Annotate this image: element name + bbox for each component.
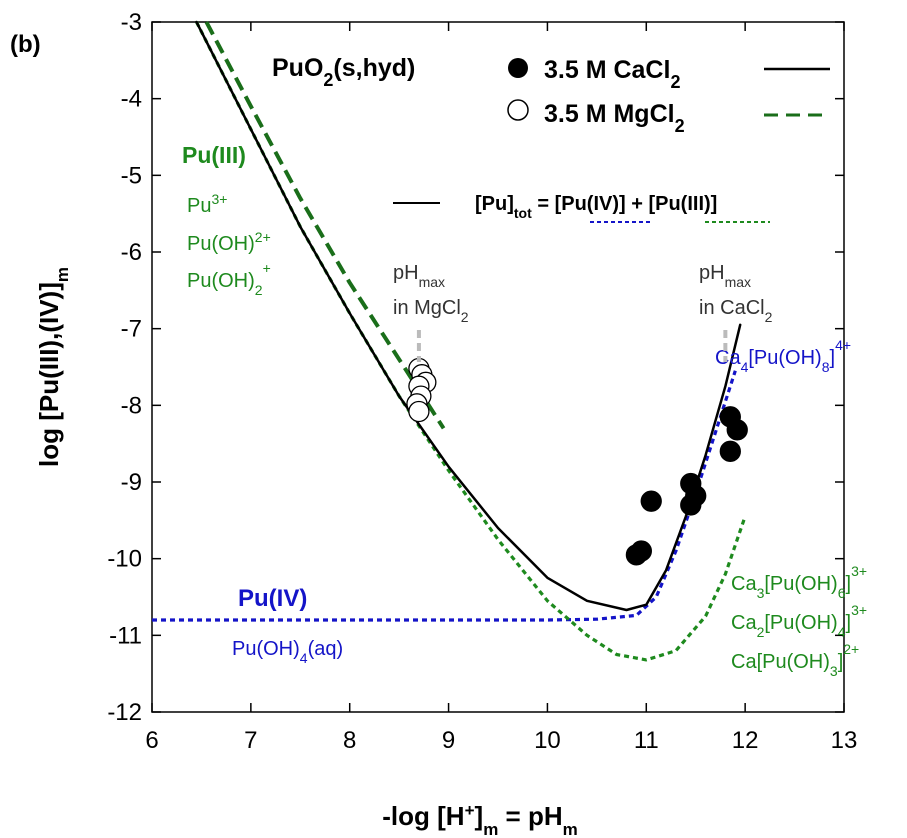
y-tick-label: -10 (107, 546, 142, 573)
point-3-5-m-cacl2 (719, 440, 741, 462)
x-tick-label: 12 (732, 727, 759, 754)
phmax-mg-line1: pHmax (393, 262, 445, 290)
panel-label: (b) (10, 31, 41, 58)
pu3-annotation: Pu(III) Pu3+ Pu(OH)2+ Pu(OH)2+ (182, 142, 271, 298)
x-tick-label: 10 (534, 727, 561, 754)
x-tick-label: 6 (145, 727, 158, 754)
data-points (406, 357, 748, 566)
legend: PuO2(s,hyd) 3.5 M CaCl2 3.5 M MgCl2 [Pu]… (272, 54, 830, 223)
point-3-5-m-cacl2 (625, 544, 648, 566)
plot-frame (151, 21, 845, 713)
ternary-species-3: Ca[Pu(OH)3]2+ (731, 641, 859, 679)
pu3-label: Pu(III) (182, 142, 246, 168)
y-tick-label: -8 (121, 392, 142, 419)
legend-label-mgcl2: 3.5 M MgCl2 (544, 100, 685, 136)
legend-marker-mgcl2 (507, 99, 529, 121)
x-tick-label: 13 (831, 727, 858, 754)
y-tick-label: -6 (121, 239, 142, 266)
curve-pu-iv (152, 370, 737, 622)
point-3-5-m-cacl2 (726, 419, 748, 441)
y-tick-label: -12 (107, 699, 142, 726)
y-tick-label: -3 (121, 9, 142, 36)
ternary-species-2: Ca2[Pu(OH)4]3+ (731, 602, 867, 640)
pu4-species: Pu(OH)4(aq) (232, 638, 343, 666)
legend-solid-phase: PuO2(s,hyd) (272, 54, 415, 90)
pu4-label: Pu(IV) (238, 585, 307, 612)
x-tick-label: 7 (244, 727, 257, 754)
point-3-5-m-cacl2 (640, 490, 662, 512)
axis-ticks: 6 7 8 9 10 11 12 13 -3 -4 -5 -6 -7 -8 -9 -10 -11 -12 (107, 9, 857, 754)
pu4-annotation: Pu(IV) Pu(OH)4(aq) (232, 585, 343, 666)
y-tick-label: -9 (121, 469, 142, 496)
curve-pu-tot-3-5-m-mgcl2 (204, 21, 446, 430)
phmax-mg-annotation: pHmax in MgCl2 (393, 262, 469, 362)
point-3-5-m-mgcl2 (408, 400, 430, 423)
x-tick-label: 9 (442, 727, 455, 754)
ternary-species-1: Ca3[Pu(OH)6]3+ (731, 563, 867, 601)
y-axis-title: log [Pu(III),(IV)]m (34, 267, 72, 467)
y-tick-label: -7 (121, 316, 142, 343)
legend-label-tot: [Pu]tot = [Pu(IV)] + [Pu(III)] (475, 193, 717, 221)
x-axis-title: -log [H+]m = pHm (382, 801, 577, 838)
phmax-mg-line2: in MgCl2 (393, 297, 469, 325)
point-3-5-m-cacl2 (685, 485, 707, 507)
y-tick-label: -4 (121, 86, 142, 113)
x-tick-label: 8 (343, 727, 356, 754)
pu3-species-3: Pu(OH)2+ (187, 260, 271, 298)
phmax-ca-line1: pHmax (699, 262, 751, 290)
phmax-ca-line2: in CaCl2 (699, 297, 773, 325)
y-tick-label: -11 (109, 622, 142, 649)
legend-label-cacl2: 3.5 M CaCl2 (544, 56, 680, 92)
pu3-species-2: Pu(OH)2+ (187, 229, 271, 255)
x-tick-label: 11 (634, 727, 659, 754)
legend-marker-cacl2 (508, 58, 528, 78)
pu3-species-1: Pu3+ (187, 191, 227, 217)
y-tick-label: -5 (121, 162, 142, 189)
